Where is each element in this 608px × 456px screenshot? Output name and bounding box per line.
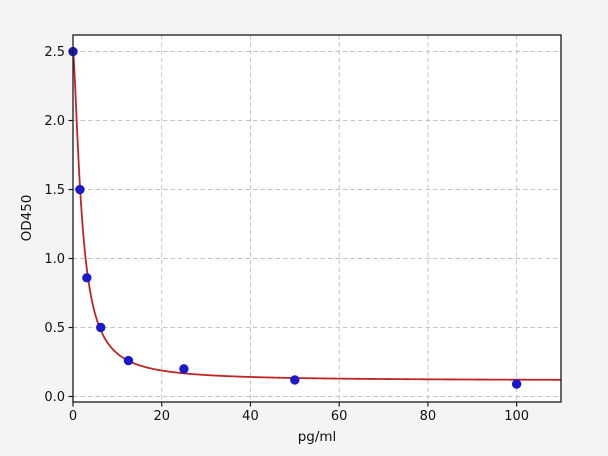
y-tick-label: 2.0	[44, 114, 65, 129]
y-axis-label: OD450	[19, 194, 35, 242]
x-tick-label: 40	[242, 409, 259, 424]
y-tick-label: 2.5	[44, 45, 65, 60]
y-tick-label: 0.0	[44, 390, 65, 405]
x-tick-label: 60	[331, 409, 348, 424]
data-point	[82, 273, 92, 283]
x-tick-label: 80	[420, 409, 437, 424]
plot-area	[73, 35, 561, 402]
data-point	[179, 364, 189, 374]
data-point	[123, 355, 134, 366]
y-tick-label: 1.0	[44, 252, 65, 267]
data-point	[290, 375, 300, 385]
fit-curve	[72, 51, 561, 381]
x-tick-label: 20	[153, 409, 170, 424]
y-tick-label: 0.5	[44, 321, 65, 336]
x-axis-label: pg/ml	[297, 429, 337, 445]
x-tick-label: 0	[69, 409, 77, 424]
plot-spines	[72, 34, 562, 403]
data-point	[511, 379, 522, 389]
y-tick-label: 1.5	[44, 183, 65, 198]
x-tick-label: 100	[504, 409, 529, 424]
data-point	[75, 184, 85, 195]
data-point	[96, 322, 106, 333]
